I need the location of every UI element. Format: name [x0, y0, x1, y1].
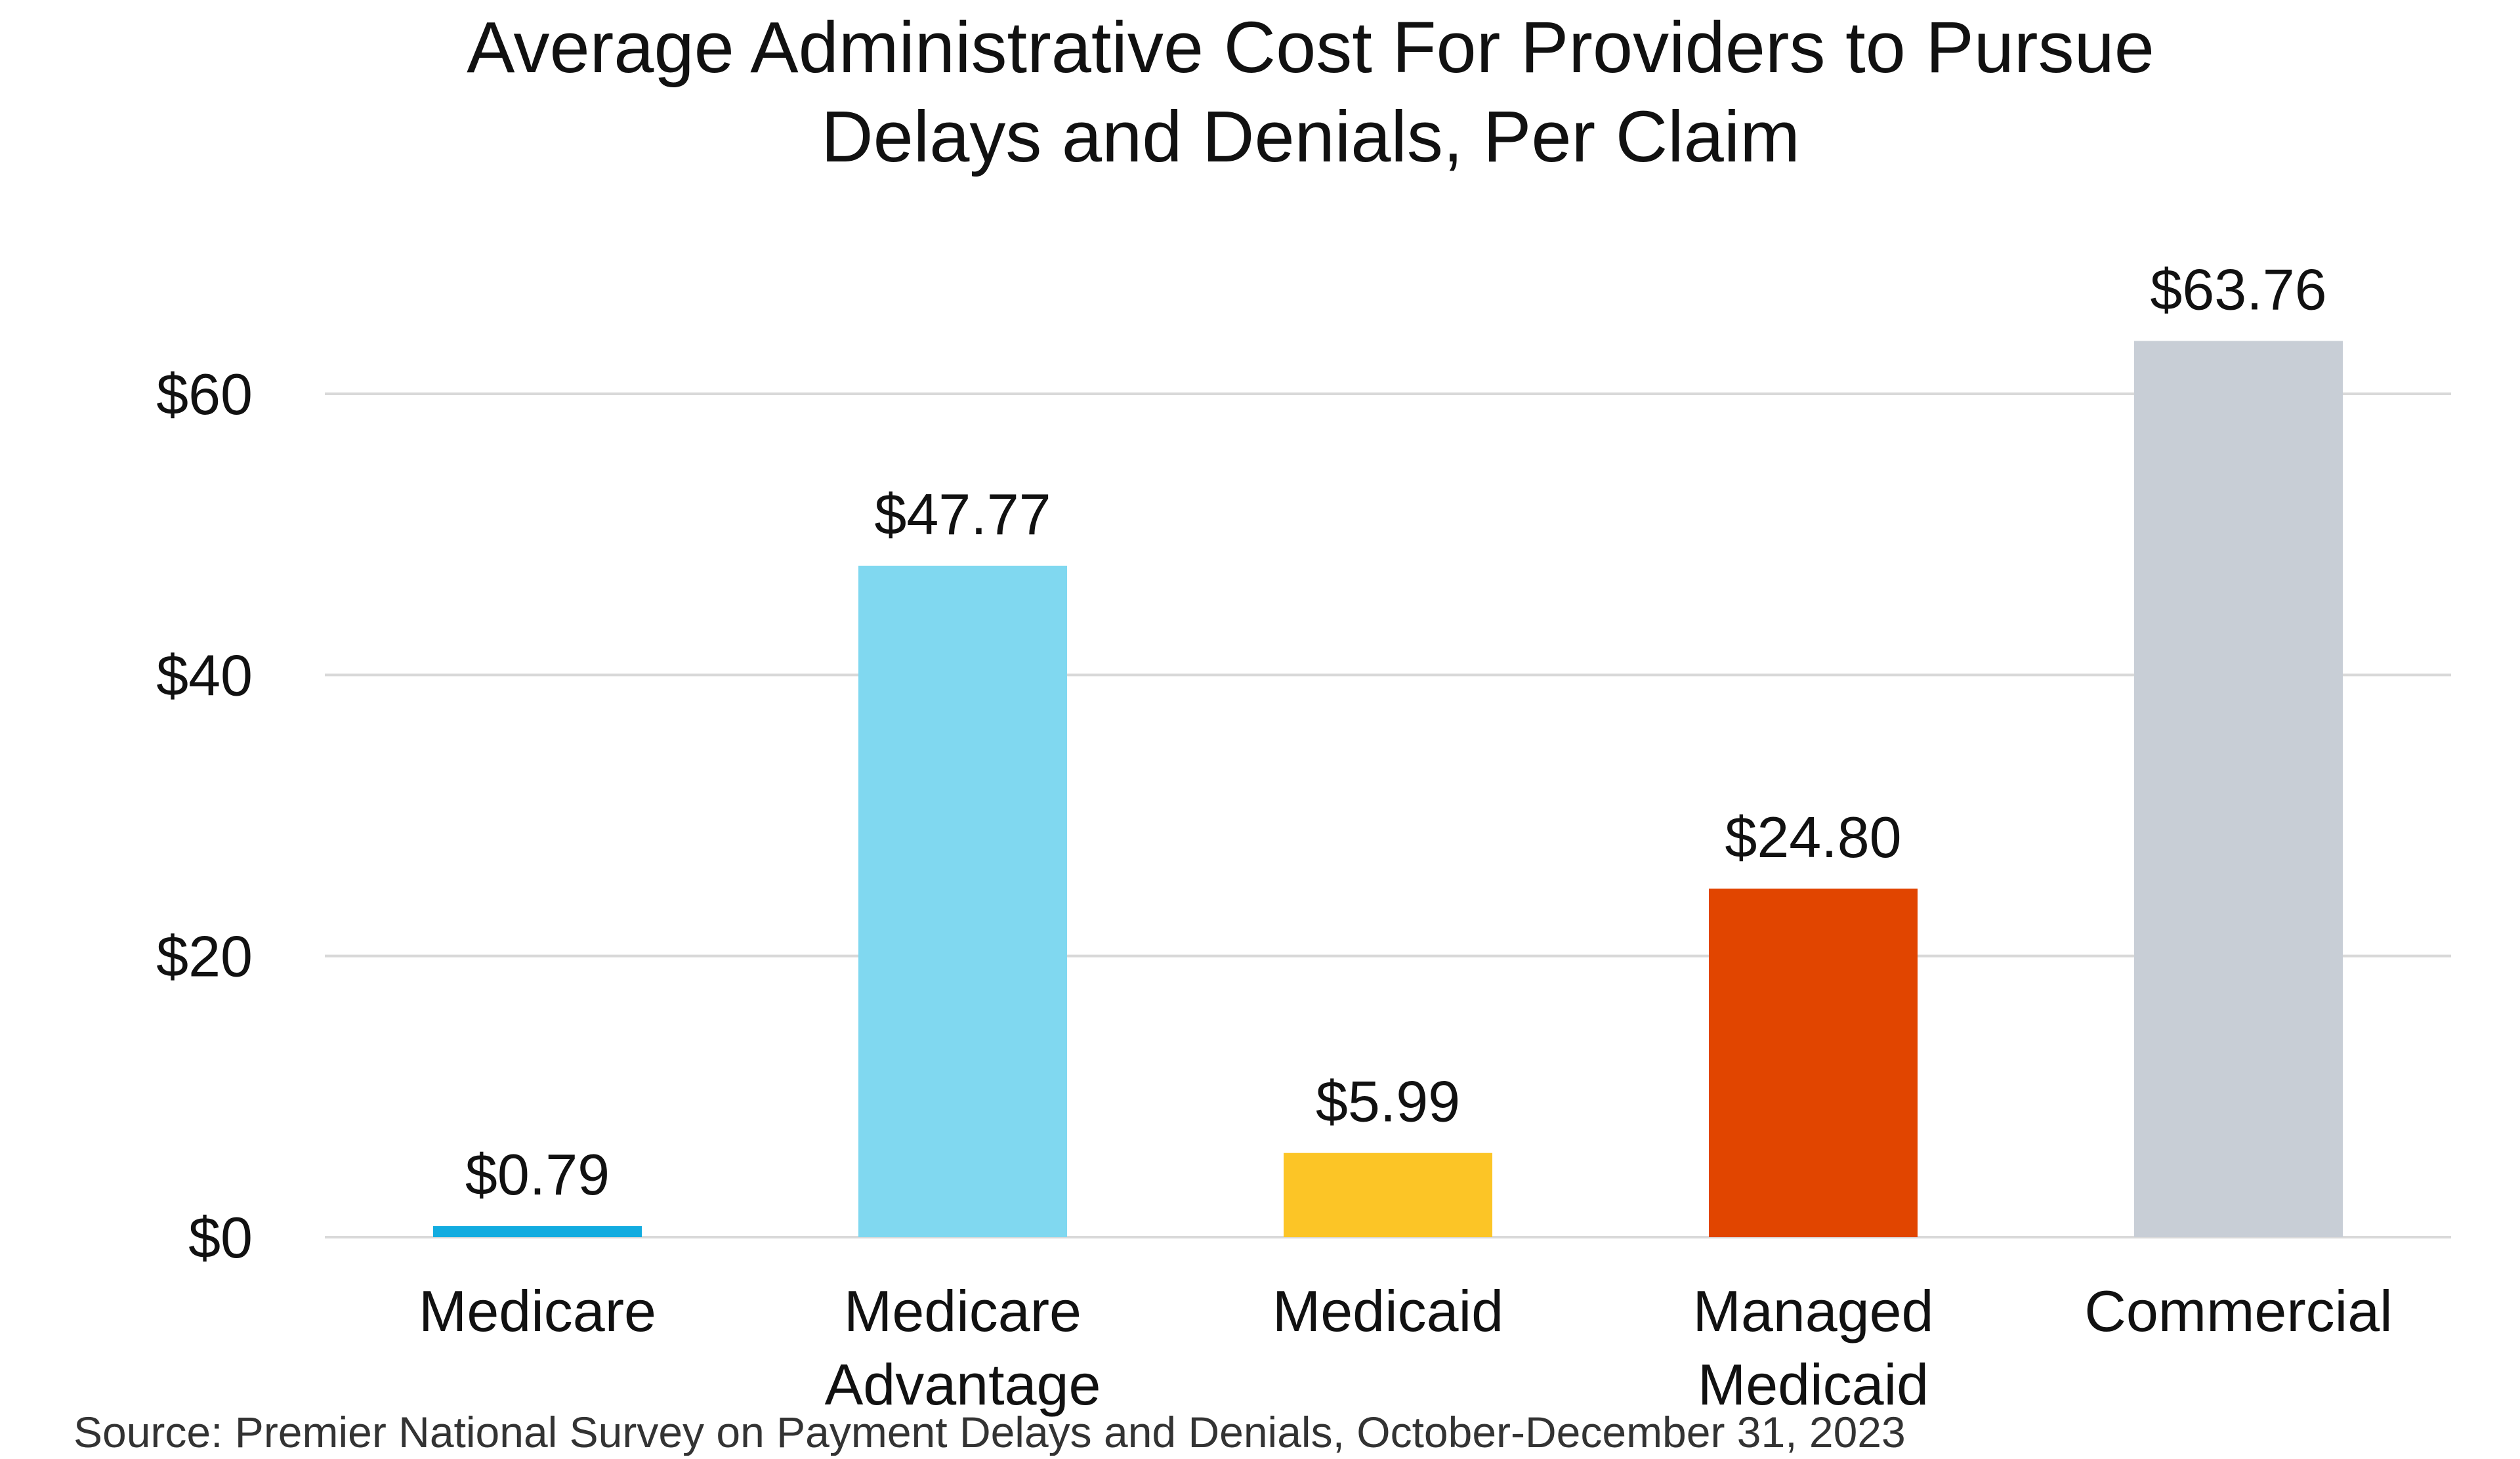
- x-category-label: Advantage: [825, 1352, 1101, 1417]
- data-label: $0.79: [465, 1142, 610, 1207]
- data-label: $63.76: [2150, 257, 2326, 322]
- bar: [858, 565, 1067, 1237]
- bar: [2134, 341, 2343, 1237]
- y-axis-tick-labels: $0 $20 $40 $60: [156, 362, 253, 1270]
- x-category-label: Medicare: [419, 1279, 656, 1343]
- x-category-label: Medicaid: [1272, 1279, 1503, 1343]
- bars: [433, 341, 2343, 1237]
- source-note: Source: Premier National Survey on Payme…: [74, 1408, 1906, 1456]
- y-tick-label: $40: [156, 643, 253, 708]
- bar: [433, 1226, 642, 1237]
- data-label: $5.99: [1316, 1069, 1460, 1134]
- bar: [1284, 1152, 1492, 1237]
- x-category-label: Medicaid: [1698, 1352, 1929, 1417]
- bar: [1709, 888, 1918, 1237]
- x-category-label: Medicare: [844, 1279, 1082, 1343]
- chart-title-line: Average Administrative Cost For Provider…: [467, 7, 2154, 88]
- y-tick-label: $60: [156, 362, 253, 427]
- data-label: $47.77: [874, 482, 1051, 547]
- chart-title: Average Administrative Cost For Provider…: [467, 7, 2154, 177]
- chart-title-line: Delays and Denials, Per Claim: [821, 96, 1800, 177]
- x-category-label: Commercial: [2084, 1279, 2392, 1343]
- x-axis-category-labels: Medicare Medicare Advantage Medicaid Managed…: [419, 1279, 2393, 1417]
- y-tick-label: $20: [156, 924, 253, 989]
- data-label: $24.80: [1725, 805, 1901, 870]
- y-tick-label: $0: [188, 1205, 253, 1270]
- x-category-label: Managed: [1693, 1279, 1934, 1343]
- data-labels: $0.79 $47.77 $5.99 $24.80 $63.76: [465, 257, 2327, 1207]
